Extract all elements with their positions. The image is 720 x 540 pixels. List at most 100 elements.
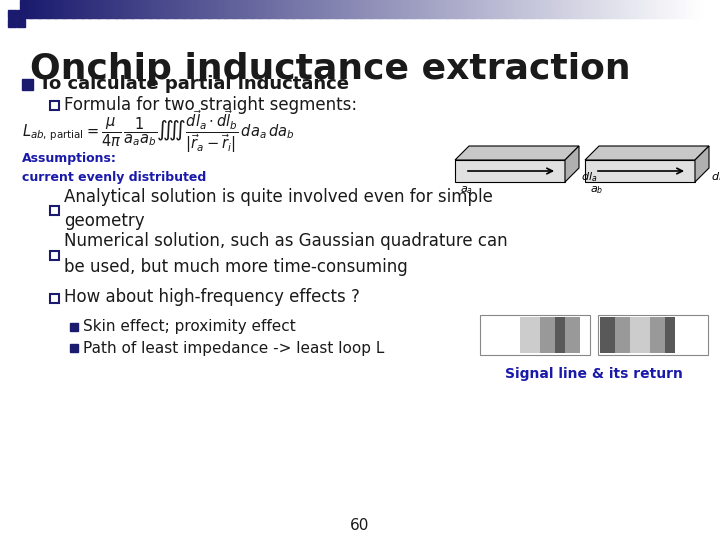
Bar <box>233 0 236 18</box>
Bar <box>621 0 624 18</box>
Bar <box>641 0 644 18</box>
Bar <box>149 0 152 18</box>
Bar <box>279 0 282 18</box>
Bar <box>650 0 653 18</box>
Bar <box>111 0 114 18</box>
Bar <box>50 206 59 215</box>
Bar <box>131 0 134 18</box>
Bar <box>95 0 98 18</box>
Bar <box>301 0 304 18</box>
Text: $a_a$: $a_a$ <box>460 184 473 196</box>
Bar <box>66 0 68 18</box>
Bar <box>319 0 322 18</box>
Bar <box>512 0 515 18</box>
Bar <box>50 0 53 18</box>
Bar <box>648 0 651 18</box>
Bar <box>675 0 678 18</box>
Bar <box>537 0 539 18</box>
Bar <box>603 0 606 18</box>
Bar <box>231 0 233 18</box>
Bar <box>133 0 136 18</box>
Bar <box>242 0 245 18</box>
Bar <box>208 0 211 18</box>
Bar <box>38 0 41 18</box>
Bar <box>228 0 231 18</box>
Bar <box>346 0 349 18</box>
Bar <box>482 0 485 18</box>
Bar <box>566 0 569 18</box>
Bar <box>40 0 43 18</box>
Bar <box>181 0 184 18</box>
Bar <box>238 0 240 18</box>
Bar <box>396 0 399 18</box>
Bar <box>305 0 308 18</box>
Bar <box>24 0 27 18</box>
Bar <box>478 0 481 18</box>
Bar <box>441 0 444 18</box>
Bar <box>217 0 220 18</box>
Bar <box>120 0 122 18</box>
Bar <box>632 0 635 18</box>
Bar <box>342 0 345 18</box>
Bar <box>387 0 390 18</box>
Bar <box>147 0 150 18</box>
Bar <box>503 0 505 18</box>
Text: Formula for two straight segments:: Formula for two straight segments: <box>64 96 357 114</box>
Bar <box>86 0 89 18</box>
Bar <box>70 323 78 331</box>
Bar <box>553 0 555 18</box>
Bar <box>693 0 696 18</box>
Bar <box>593 0 596 18</box>
Bar <box>419 0 422 18</box>
Bar <box>476 0 478 18</box>
Bar <box>321 0 324 18</box>
Bar <box>630 317 650 353</box>
Bar <box>539 0 542 18</box>
Bar <box>426 0 428 18</box>
Bar <box>412 0 415 18</box>
Bar <box>22 0 25 18</box>
Bar <box>140 0 143 18</box>
Bar <box>410 0 413 18</box>
Bar <box>449 0 451 18</box>
Bar <box>81 0 84 18</box>
Bar <box>145 0 148 18</box>
Bar <box>281 0 284 18</box>
Bar <box>480 0 483 18</box>
Bar <box>666 0 669 18</box>
Bar <box>289 0 292 18</box>
Bar <box>8 19 16 27</box>
Bar <box>623 0 626 18</box>
Bar <box>117 0 120 18</box>
Bar <box>571 0 574 18</box>
Bar <box>299 0 302 18</box>
Bar <box>165 0 168 18</box>
Bar <box>188 0 191 18</box>
Bar <box>324 0 326 18</box>
Bar <box>192 0 195 18</box>
Bar <box>84 0 86 18</box>
Bar <box>686 0 689 18</box>
Bar <box>600 317 615 353</box>
Bar <box>163 0 166 18</box>
Bar <box>609 0 612 18</box>
Bar <box>500 0 503 18</box>
Bar <box>20 0 23 18</box>
Bar <box>665 317 675 353</box>
Bar <box>292 0 294 18</box>
Bar <box>627 0 630 18</box>
Bar <box>17 10 25 18</box>
Bar <box>50 101 59 110</box>
Bar <box>138 0 140 18</box>
Bar <box>125 0 127 18</box>
Bar <box>335 0 338 18</box>
Bar <box>520 317 540 353</box>
Bar <box>607 0 610 18</box>
Bar <box>431 0 433 18</box>
Bar <box>555 0 558 18</box>
Bar <box>240 0 243 18</box>
Bar <box>156 0 159 18</box>
Bar <box>99 0 102 18</box>
Bar <box>521 0 523 18</box>
Bar <box>614 0 616 18</box>
